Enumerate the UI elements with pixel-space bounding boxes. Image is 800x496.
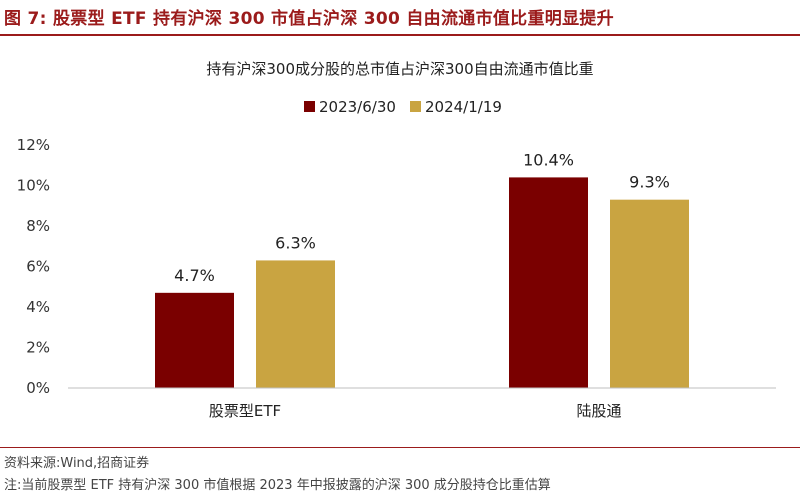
- value-labels: 4.7% 6.3% 10.4% 9.3%: [174, 150, 670, 284]
- bar: [155, 292, 234, 388]
- y-tick-label: 0%: [26, 379, 50, 397]
- data-label: 6.3%: [275, 233, 316, 252]
- figure-title: 图 7: 股票型 ETF 持有沪深 300 市值占沪深 300 自由流通市值比重…: [4, 9, 614, 29]
- bar: [256, 260, 335, 388]
- data-label: 10.4%: [523, 150, 574, 169]
- title-divider: [0, 34, 800, 36]
- y-tick-label: 8%: [26, 217, 50, 235]
- chart-title: 持有沪深300成分股的总市值占沪深300自由流通市值比重: [206, 60, 593, 78]
- bar: [610, 199, 689, 388]
- x-category-label: 股票型ETF: [209, 402, 281, 420]
- y-tick-label: 6%: [26, 258, 50, 276]
- legend-label: 2023/6/30: [319, 98, 396, 116]
- footnote: 注:当前股票型 ETF 持有沪深 300 市值根据 2023 年中报披露的沪深 …: [4, 478, 551, 493]
- legend-label: 2024/1/19: [425, 98, 502, 116]
- y-tick-label: 12%: [17, 136, 50, 154]
- data-label: 4.7%: [174, 266, 215, 285]
- y-tick-label: 2%: [26, 339, 50, 357]
- data-label: 9.3%: [629, 173, 670, 192]
- bars: [155, 177, 689, 388]
- y-tick-label: 10%: [17, 177, 50, 195]
- y-tick-label: 4%: [26, 298, 50, 316]
- bottom-divider: [0, 447, 800, 448]
- y-axis: 0% 2% 4% 6% 8% 10% 12%: [17, 136, 50, 397]
- bar: [509, 177, 588, 388]
- x-axis: 股票型ETF 陆股通: [68, 387, 776, 420]
- legend-swatch: [304, 101, 315, 112]
- source-note: 资料来源:Wind,招商证券: [4, 456, 150, 471]
- x-category-label: 陆股通: [576, 402, 621, 420]
- bar-chart: 持有沪深300成分股的总市值占沪深300自由流通市值比重 2023/6/30 20…: [17, 60, 776, 420]
- chart-legend: 2023/6/30 2024/1/19: [304, 98, 502, 116]
- legend-swatch: [410, 101, 421, 112]
